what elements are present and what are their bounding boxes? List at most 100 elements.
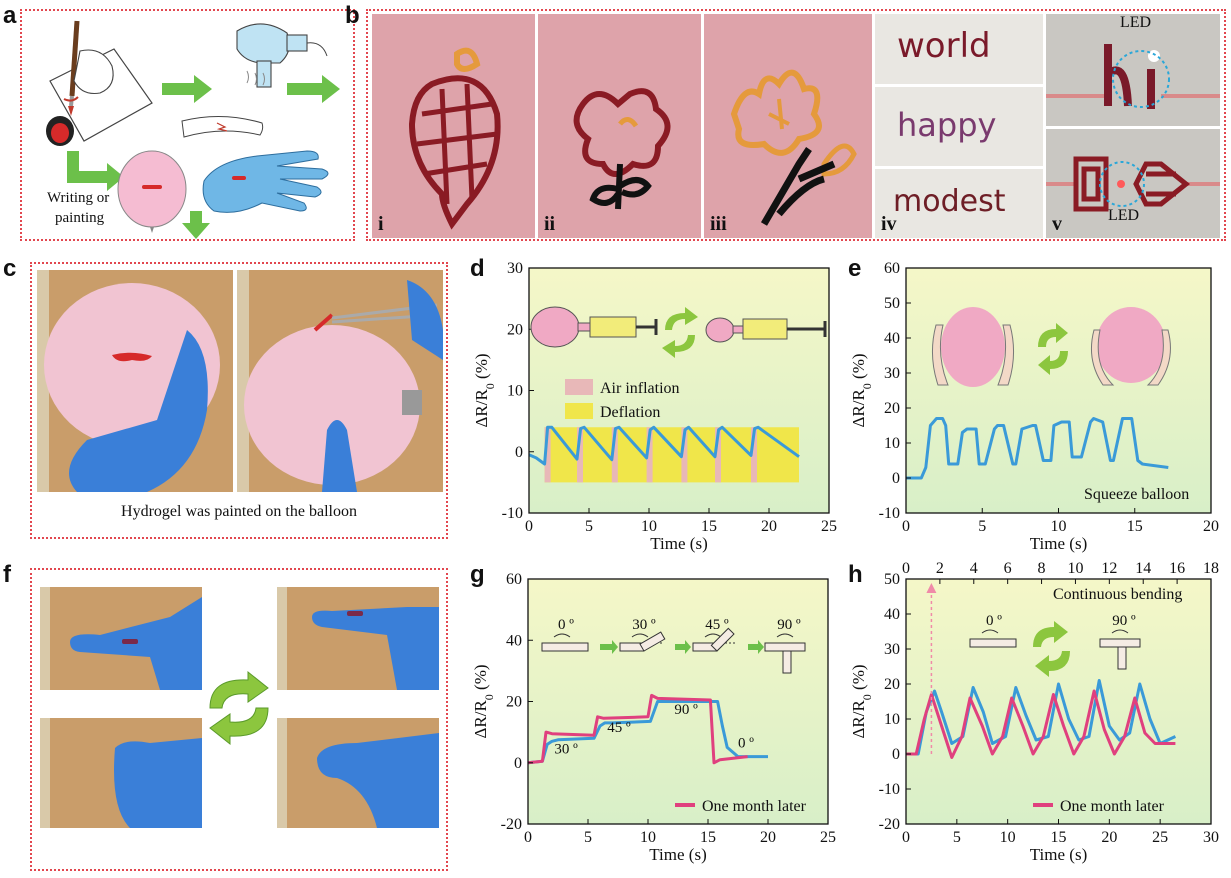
inflation-band xyxy=(715,427,721,483)
top-x-tick-label: 0 xyxy=(902,560,910,577)
x-tick-label-d: 15 xyxy=(701,518,717,535)
y-tick-label-e: 20 xyxy=(884,400,900,417)
step-arrow xyxy=(675,640,691,654)
y-tick-label-h: -10 xyxy=(879,781,900,798)
photo-c-left xyxy=(37,270,233,492)
x-tick-label-g: 10 xyxy=(640,829,656,846)
svg-text:ΔR/R0 (%): ΔR/R0 (%) xyxy=(849,353,874,427)
panel-b-frame xyxy=(366,9,1226,241)
x-axis-label-g: Time (s) xyxy=(649,845,706,864)
x-axis-label-h: Time (s) xyxy=(1030,845,1087,864)
x-tick-label-h: 25 xyxy=(1152,829,1168,846)
y-tick-label-d: 0 xyxy=(515,444,523,461)
panel-c-caption: Hydrogel was painted on the balloon xyxy=(121,503,357,520)
inflation-band xyxy=(577,427,583,483)
sublabel-iii: iii xyxy=(710,213,727,235)
glove-illustration xyxy=(202,150,329,213)
series-line-g-1 xyxy=(527,693,748,765)
arrow-right-2 xyxy=(287,75,340,103)
y-tick-label-h: 40 xyxy=(884,606,900,623)
cycle-arrows-h xyxy=(1033,621,1070,677)
cycle-arrows-f xyxy=(209,670,269,746)
x-tick-label-h: 15 xyxy=(1051,829,1067,846)
hand-outline xyxy=(73,49,114,95)
legend-swatch-inflation xyxy=(565,379,593,395)
x-tick-label-h: 0 xyxy=(902,829,910,846)
photo-b-iv: world happy modest iv xyxy=(875,14,1043,238)
y-tick-label-h: 20 xyxy=(884,676,900,693)
led-label-bottom: LED xyxy=(1108,207,1140,224)
inflation-band xyxy=(681,427,688,483)
photo-b-v: LED LED v xyxy=(1046,14,1220,238)
y-tick-label-d: -10 xyxy=(502,505,523,522)
y-tick-label-e: 50 xyxy=(884,295,900,312)
bend-angle-illustration: 0 º 30 º 45 º 90 º xyxy=(541,617,806,674)
annotation-continuous-bending: Continuous bending xyxy=(1053,586,1182,603)
top-x-tick-label: 16 xyxy=(1169,560,1185,577)
sublabel-i: i xyxy=(378,213,384,235)
sublabel-ii: ii xyxy=(544,213,556,235)
y-tick-label-g: 60 xyxy=(506,571,522,588)
y-tick-label-d: 20 xyxy=(507,321,523,338)
top-x-tick-label: 14 xyxy=(1135,560,1151,577)
x-tick-label-g: 0 xyxy=(524,829,532,846)
plot-area-h xyxy=(906,579,1211,824)
y-tick-label-g: -20 xyxy=(501,816,522,833)
legend-label-inflation: Air inflation xyxy=(600,380,680,397)
y-axis-label: ΔR/R0 (%) xyxy=(849,664,874,738)
svg-text:ΔR/R0 (%): ΔR/R0 (%) xyxy=(849,664,874,738)
curve-angle-label: 90 º xyxy=(674,702,698,718)
series-line-e-0 xyxy=(906,417,1169,480)
panel-label-g: g xyxy=(470,561,485,588)
photo-f-1 xyxy=(40,587,202,690)
y-tick-label-e: 0 xyxy=(892,470,900,487)
panel-label-h: h xyxy=(848,561,863,588)
hair-dryer xyxy=(236,23,290,64)
y-tick-label-h: -20 xyxy=(879,816,900,833)
angle-label: 0 º xyxy=(558,617,574,633)
squeeze-illustration xyxy=(932,307,1171,387)
inflation-band xyxy=(611,427,618,483)
legend-label-h: One month later xyxy=(1060,798,1165,815)
panel-f-frame xyxy=(30,568,448,871)
curve-angle-label: 30 º xyxy=(554,742,578,758)
y-tick-label-d: 30 xyxy=(507,260,523,277)
photo-b-iii: iii xyxy=(704,14,872,238)
top-x-tick-label: 12 xyxy=(1101,560,1117,577)
photo-c-right xyxy=(237,270,443,492)
x-tick-label-h: 30 xyxy=(1203,829,1219,846)
x-tick-label-d: 5 xyxy=(585,518,593,535)
x-tick-label-g: 25 xyxy=(820,829,836,846)
inflation-band xyxy=(751,427,757,483)
x-tick-label-e: 10 xyxy=(1051,518,1067,535)
y-tick-label-e: -10 xyxy=(879,505,900,522)
sublabel-v: v xyxy=(1052,213,1062,235)
x-tick-label-h: 5 xyxy=(953,829,961,846)
photo-f-4 xyxy=(277,718,439,828)
svg-text:ΔR/R0 (%): ΔR/R0 (%) xyxy=(471,664,496,738)
y-axis-label: ΔR/R0 (%) xyxy=(471,664,496,738)
series-line-h-1 xyxy=(906,689,1176,759)
angle-label: 30 º xyxy=(632,617,656,633)
panel-a-caption-2: painting xyxy=(55,210,105,226)
y-tick-label-g: 40 xyxy=(506,632,522,649)
curve-angle-label: 0 º xyxy=(738,735,754,751)
step-arrow xyxy=(748,640,764,654)
photo-b-ii: ii xyxy=(538,14,701,238)
x-tick-label-e: 0 xyxy=(902,518,910,535)
x-tick-label-h: 20 xyxy=(1101,829,1117,846)
curve-angle-label: 45 º xyxy=(607,720,631,736)
plot-area-e xyxy=(906,268,1211,513)
x-tick-label-g: 20 xyxy=(760,829,776,846)
angle-label: 45 º xyxy=(705,617,729,633)
panel-label-b: b xyxy=(345,2,360,29)
legend-label-deflation: Deflation xyxy=(600,404,660,421)
step-arrow xyxy=(600,640,618,654)
arrow-down xyxy=(182,211,210,239)
x-axis-label-d: Time (s) xyxy=(650,534,707,553)
photo-f-3 xyxy=(40,718,202,828)
y-axis-label: ΔR/R0 (%) xyxy=(849,353,874,427)
